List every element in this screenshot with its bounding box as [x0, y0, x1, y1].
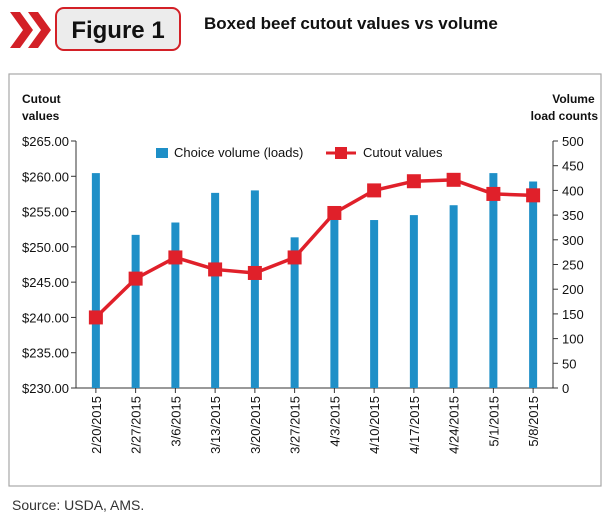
- cutout-marker: [208, 262, 223, 277]
- left-axis-tick-label: $265.00: [22, 134, 69, 149]
- x-tick-label: 2/20/2015: [89, 396, 104, 454]
- chevron-icon: [28, 12, 51, 48]
- x-tick-label: 4/3/2015: [327, 396, 342, 447]
- cutout-line: [88, 172, 541, 325]
- left-axis-tick-label: $245.00: [22, 275, 69, 290]
- volume-bar: [330, 217, 339, 388]
- legend-bar-label: Choice volume (loads): [174, 145, 303, 160]
- right-axis-tick-label: 200: [562, 282, 584, 297]
- x-tick-label: 3/6/2015: [168, 396, 183, 447]
- right-axis-tick-label: 400: [562, 183, 584, 198]
- cutout-marker: [88, 310, 103, 325]
- left-axis-tick-label: $235.00: [22, 346, 69, 361]
- x-tick-label: 3/27/2015: [288, 396, 303, 454]
- legend-line-label: Cutout values: [363, 145, 443, 160]
- volume-bar: [489, 173, 498, 388]
- right-axis-title: Volume load counts: [531, 92, 599, 123]
- cutout-marker: [168, 250, 183, 265]
- right-axis-tick-label: 0: [562, 381, 569, 396]
- right-axis-tick-label: 150: [562, 307, 584, 322]
- right-axis-tick-label: 300: [562, 233, 584, 248]
- figure-badge-label: Figure 1: [71, 17, 164, 44]
- left-axis-tick-label: $250.00: [22, 240, 69, 255]
- volume-bar: [211, 192, 220, 388]
- cutout-marker: [526, 188, 541, 203]
- bars: [91, 173, 538, 388]
- chart-frame: [8, 73, 602, 487]
- volume-bar: [409, 215, 418, 388]
- chart-title: Boxed beef cutout values vs volume: [204, 14, 498, 33]
- x-tick-label: 5/1/2015: [486, 396, 501, 447]
- source-note: Source: USDA, AMS.: [12, 497, 145, 513]
- volume-bar: [449, 205, 458, 388]
- left-axis-tick-label: $255.00: [22, 205, 69, 220]
- left-axis-tick-label: $240.00: [22, 310, 69, 325]
- x-tick-label: 4/17/2015: [407, 396, 422, 454]
- header: Figure 1 Boxed beef cutout values vs vol…: [10, 7, 498, 51]
- cutout-marker: [406, 174, 421, 189]
- x-tick-label: 5/8/2015: [526, 396, 541, 447]
- cutout-marker: [446, 172, 461, 187]
- left-axis-tick-label: $260.00: [22, 169, 69, 184]
- cutout-marker: [486, 186, 501, 201]
- right-axis-tick-label: 350: [562, 208, 584, 223]
- legend-line-marker: [335, 147, 347, 159]
- volume-bar: [91, 173, 100, 388]
- chevron-icon: [10, 12, 33, 48]
- volume-bar: [250, 190, 259, 388]
- axes: $230.00 $235.00 $240.00 $245.00 $250.00 $255.…: [22, 134, 584, 396]
- volume-bar: [529, 181, 538, 388]
- volume-bar: [290, 237, 299, 388]
- right-axis-tick-label: 100: [562, 332, 584, 347]
- right-axis-tick-label: 450: [562, 159, 584, 174]
- cutout-marker: [247, 265, 262, 280]
- x-tick-label: 3/20/2015: [248, 396, 263, 454]
- x-tick-label: 2/27/2015: [129, 396, 144, 454]
- cutout-marker: [287, 250, 302, 265]
- cutout-marker: [128, 271, 143, 286]
- volume-bar: [131, 234, 140, 388]
- x-tick-labels: 2/20/2015 2/27/2015 3/6/2015 3/13/2015 3/20/…: [89, 396, 541, 454]
- legend: Choice volume (loads) Cutout values: [156, 145, 443, 160]
- volume-bar: [171, 222, 180, 388]
- volume-bar: [370, 220, 379, 388]
- cutout-marker: [367, 183, 382, 198]
- left-axis-tick-label: $230.00: [22, 381, 69, 396]
- x-tick-label: 4/10/2015: [367, 396, 382, 454]
- legend-bar-swatch: [156, 148, 168, 158]
- cutout-marker: [327, 205, 342, 220]
- figure-badge: [55, 7, 181, 51]
- right-axis-tick-label: 250: [562, 258, 584, 273]
- x-tick-label: 3/13/2015: [208, 396, 223, 454]
- right-axis-tick-label: 500: [562, 134, 584, 149]
- left-axis-title: Cutout values: [22, 92, 64, 123]
- right-axis-tick-label: 50: [562, 356, 576, 371]
- x-tick-label: 4/24/2015: [447, 396, 462, 454]
